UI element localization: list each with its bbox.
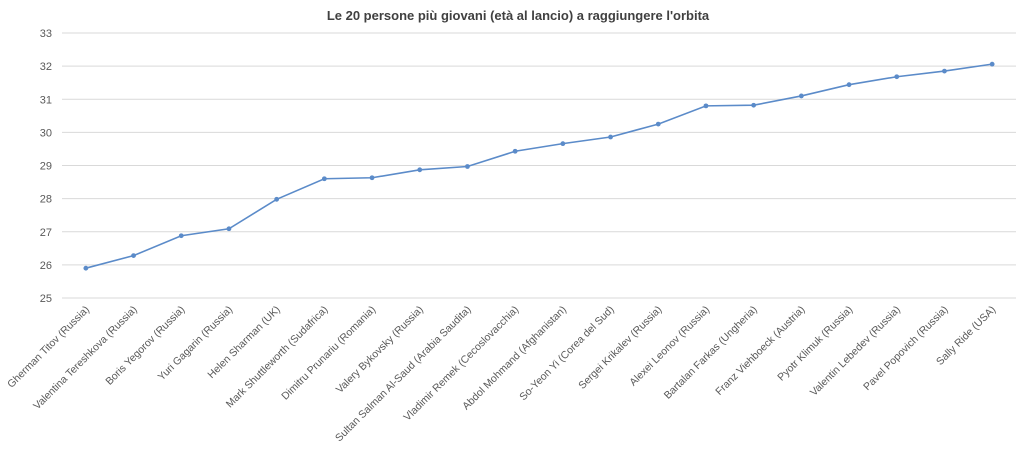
data-point <box>83 265 89 271</box>
data-point <box>417 167 423 173</box>
y-tick-label: 30 <box>40 127 52 139</box>
y-tick-label: 25 <box>40 293 52 305</box>
data-point <box>989 61 995 67</box>
y-tick-label: 28 <box>40 194 52 206</box>
y-tick-label: 26 <box>40 260 52 272</box>
data-point <box>942 68 947 74</box>
data-point <box>846 82 852 88</box>
y-tick-label: 31 <box>40 94 52 106</box>
data-point <box>703 103 709 109</box>
gridlines <box>62 32 1016 299</box>
data-point <box>369 175 375 181</box>
data-point <box>131 253 136 258</box>
data-point <box>751 102 757 108</box>
y-tick-label: 32 <box>40 61 52 73</box>
data-point <box>608 134 613 140</box>
data-point <box>512 148 518 154</box>
data-point <box>655 121 661 127</box>
y-tick-label: 29 <box>40 161 52 173</box>
data-point <box>226 226 232 232</box>
y-axis-ticks: 25 26 27 28 29 30 31 32 33 <box>40 28 52 305</box>
series-line <box>85 63 993 269</box>
series-layer <box>83 61 995 271</box>
data-point <box>465 164 470 169</box>
y-tick-label: 33 <box>40 28 52 40</box>
data-point <box>321 176 327 182</box>
data-point <box>894 74 900 80</box>
chart-title: Le 20 persone più giovani (età al lancio… <box>327 8 710 23</box>
data-point <box>178 233 184 239</box>
y-tick-label: 27 <box>40 227 52 239</box>
data-point <box>274 196 280 202</box>
data-point <box>560 141 566 147</box>
data-point <box>798 93 804 99</box>
